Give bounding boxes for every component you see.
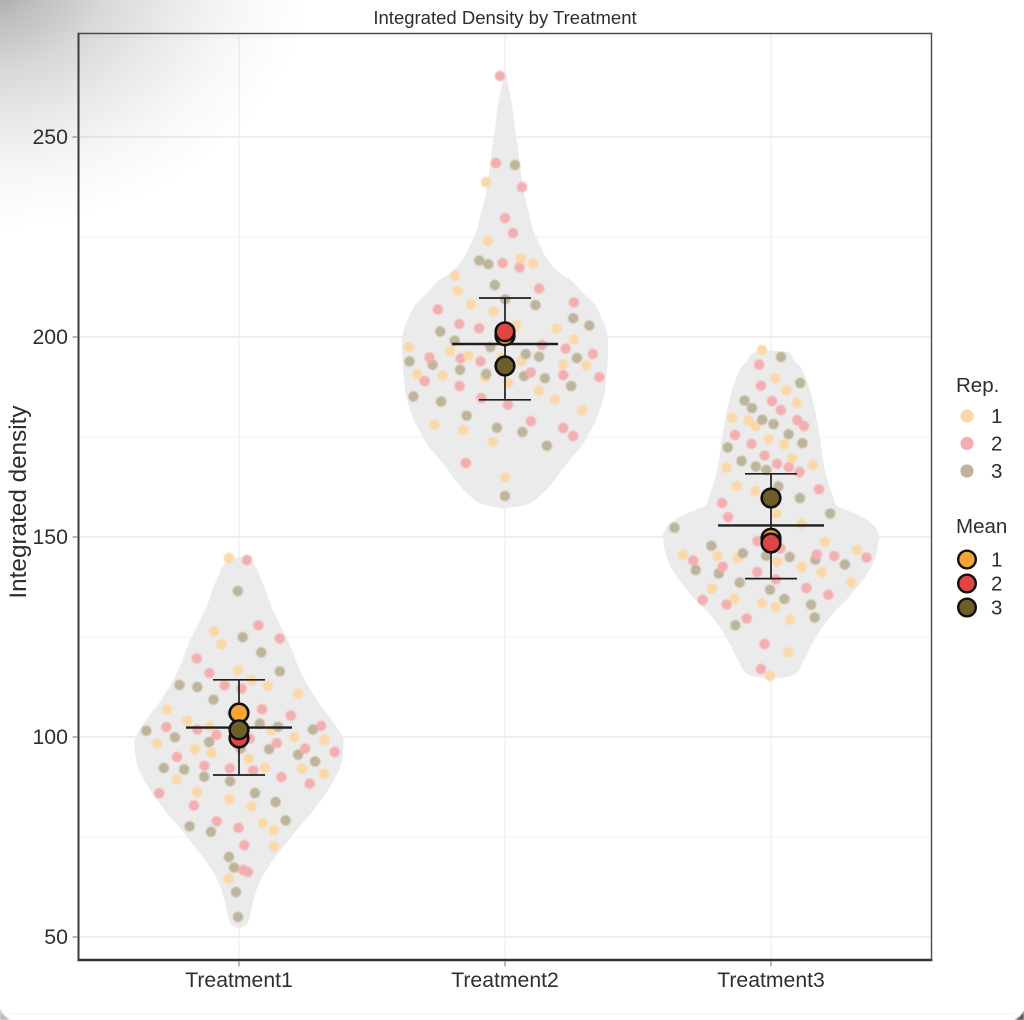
svg-text:Integrated Density by Treatmen: Integrated Density by Treatment: [373, 7, 636, 28]
svg-text:Mean: Mean: [956, 515, 1007, 538]
svg-text:Treatment1: Treatment1: [185, 969, 293, 992]
svg-text:3: 3: [991, 460, 1002, 483]
svg-text:3: 3: [991, 597, 1002, 620]
svg-text:200: 200: [32, 325, 68, 349]
svg-text:Treatment3: Treatment3: [717, 969, 825, 992]
svg-text:150: 150: [32, 525, 68, 549]
svg-text:1: 1: [991, 405, 1002, 428]
svg-text:Treatment2: Treatment2: [451, 969, 559, 992]
svg-text:Integrated density: Integrated density: [5, 405, 32, 599]
svg-text:2: 2: [991, 433, 1002, 456]
svg-text:1: 1: [991, 549, 1002, 572]
svg-text:2: 2: [991, 573, 1002, 596]
svg-text:100: 100: [32, 725, 68, 749]
svg-text:50: 50: [44, 925, 68, 949]
svg-text:Rep.: Rep.: [956, 374, 999, 397]
